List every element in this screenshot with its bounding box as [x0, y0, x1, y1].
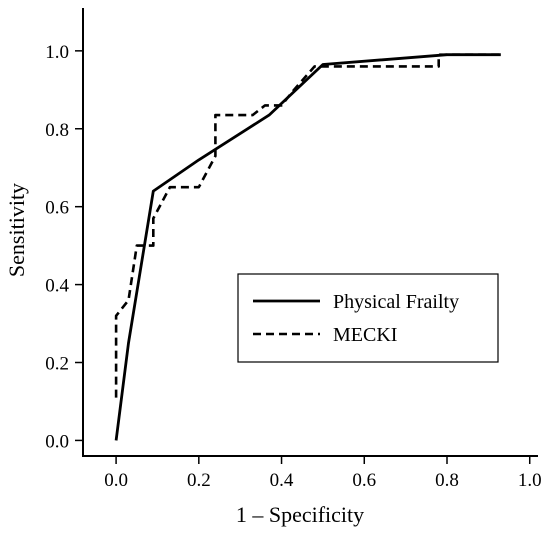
x-axis-title: 1 – Specificity — [236, 502, 364, 527]
x-tick-label: 1.0 — [518, 470, 542, 491]
y-axis-title: Sensitivity — [4, 183, 29, 277]
axes: 0.0 0.2 0.4 0.6 0.8 1.0 0.0 0.2 0.4 0.6 0.8 1.0 — [45, 8, 542, 491]
y-tick-label: 0.6 — [45, 198, 69, 219]
y-tick-label: 0.4 — [45, 276, 69, 297]
legend-label: Physical Frailty — [333, 291, 459, 313]
y-tick-label: 1.0 — [45, 42, 69, 63]
x-tick-label: 0.4 — [270, 470, 294, 491]
x-tick-label: 0.2 — [187, 470, 211, 491]
legend-box — [237, 273, 499, 363]
axis-frame — [82, 8, 538, 457]
series-line-mecki — [114, 53, 501, 398]
x-tick-label: 0.8 — [435, 470, 459, 491]
y-tick-label: 0.2 — [45, 354, 69, 375]
y-tick-label: 0.8 — [45, 120, 69, 141]
legend-label: MECKI — [333, 324, 397, 346]
x-tick-label: 0.0 — [104, 470, 128, 491]
y-tick-label: 0.0 — [45, 431, 69, 452]
series-line-physical-frailty — [114, 53, 501, 441]
x-tick-label: 0.6 — [352, 470, 376, 491]
legend: Physical Frailty MECKI — [237, 273, 499, 363]
series-layer — [114, 53, 501, 441]
